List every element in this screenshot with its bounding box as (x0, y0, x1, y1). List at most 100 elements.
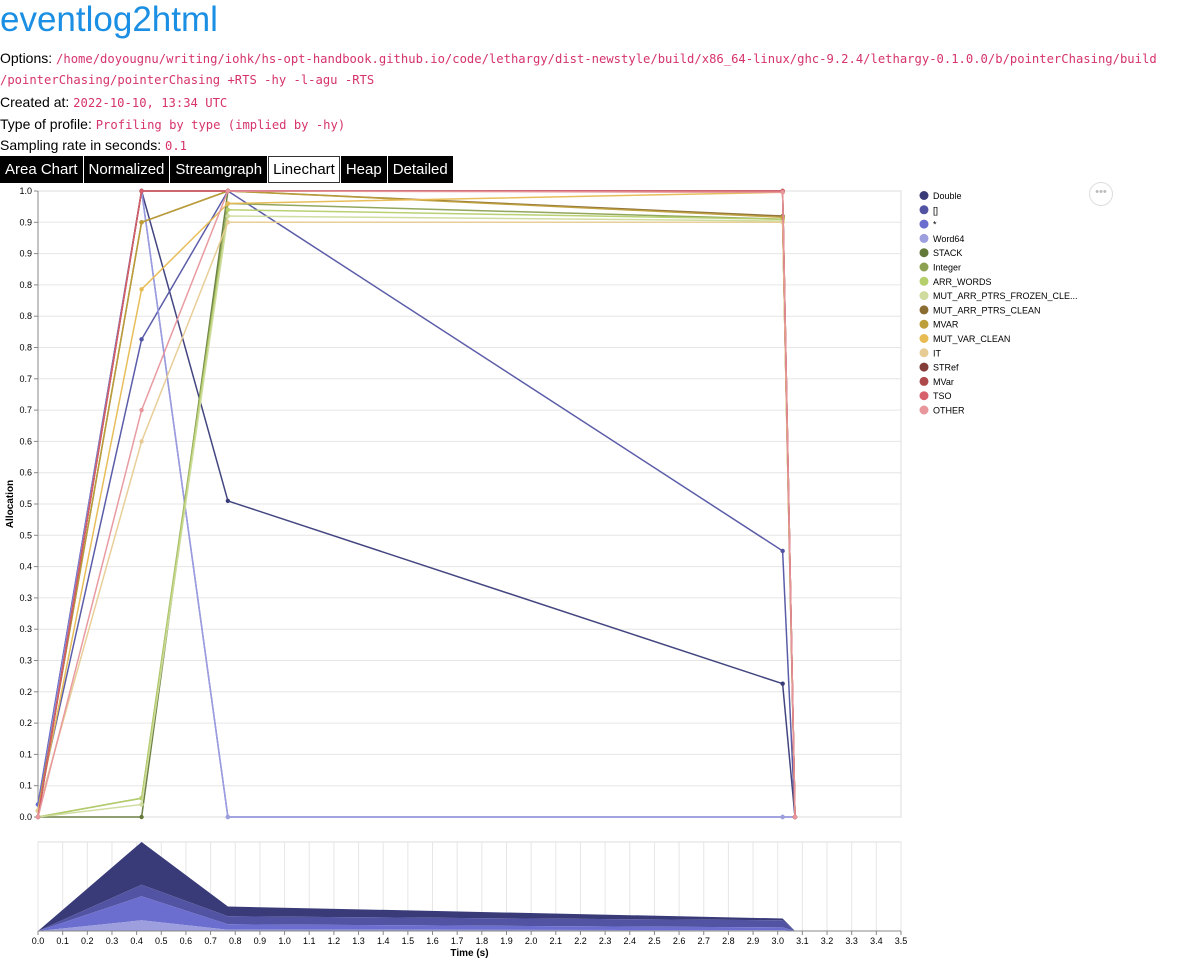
legend-swatch (919, 262, 929, 272)
tab-streamgraph[interactable]: Streamgraph (170, 156, 268, 183)
x-tick-label: 2.8 (722, 936, 735, 946)
x-tick-label: 3.2 (821, 936, 834, 946)
y-tick-label: 0.7 (19, 405, 32, 415)
data-point (225, 213, 231, 219)
x-tick-label: 2.9 (747, 936, 760, 946)
legend-label: MUT_ARR_PTRS_CLEAN (933, 305, 1041, 315)
legend-swatch (919, 319, 929, 329)
x-tick-label: 2.7 (697, 936, 710, 946)
area-layer (38, 920, 795, 931)
x-tick-label: 3.4 (870, 936, 883, 946)
tab-linechart[interactable]: Linechart (268, 156, 340, 183)
sampling-rate-label: Sampling rate in seconds: (0, 137, 162, 153)
legend-swatch (919, 334, 929, 343)
data-point (225, 201, 231, 206)
legend-label: MVAR (933, 320, 959, 330)
y-axis-title: Allocation (5, 480, 16, 528)
x-tick-label: 2.4 (624, 936, 637, 946)
data-point (139, 188, 144, 194)
y-tick-label: 0.2 (19, 687, 32, 697)
data-point (225, 220, 231, 225)
y-tick-label: 0.8 (19, 280, 32, 290)
sampling-rate-row: Sampling rate in seconds: 0.1 (0, 136, 187, 155)
chart-actions-button[interactable]: ••• (1089, 182, 1113, 206)
legend-swatch (919, 405, 929, 415)
options-value: /home/doyougnu/writing/iohk/hs-opt-handb… (56, 52, 1157, 66)
y-tick-label: 0.8 (19, 311, 32, 321)
created-label: Created at: (0, 94, 70, 110)
x-tick-label: 0.3 (106, 936, 119, 946)
legend-label: MUT_VAR_CLEAN (933, 334, 1010, 344)
legend-label: TSO (933, 391, 952, 401)
legend-swatch (919, 391, 929, 401)
legend-swatch (919, 276, 929, 286)
legend-label: IT (933, 348, 942, 358)
legend-swatch (919, 219, 929, 229)
x-tick-label: 3.0 (771, 936, 784, 946)
data-point (139, 220, 144, 225)
time-overview-chart[interactable]: 0.0 0.1 0.2 0.3 0.4 0.5 0.6 0.7 0.8 0.9 1.0 1.1 1.2 1… (32, 841, 908, 959)
data-point (139, 337, 144, 342)
y-tick-label: 0.7 (19, 374, 32, 384)
legend-swatch (919, 376, 929, 386)
legend-swatch (919, 191, 929, 200)
data-point (139, 439, 144, 444)
sampling-rate-value: 0.1 (164, 139, 187, 153)
x-tick-label: 2.6 (673, 936, 686, 946)
data-point (139, 287, 144, 292)
legend-label: MVar (933, 377, 954, 387)
data-point (780, 681, 785, 686)
y-tick-label: 0.9 (19, 249, 32, 259)
profile-type-row: Type of profile: Profiling by type (impl… (0, 115, 345, 134)
y-tick-label: 0.3 (19, 656, 32, 666)
y-tick-label: 0.3 (19, 593, 32, 603)
tab-area-chart[interactable]: Area Chart (0, 156, 83, 183)
y-tick-label: 0.1 (19, 781, 32, 791)
x-tick-label: 1.2 (328, 936, 341, 946)
x-tick-label: 0.5 (155, 936, 168, 946)
tab-normalized[interactable]: Normalized (83, 156, 170, 183)
legend-swatch (919, 233, 929, 243)
legend-label: Double (933, 191, 962, 201)
chart-tabs: Area Chart Normalized Streamgraph Linech… (0, 156, 454, 183)
created-value: 2022-10-10, 13:34 UTC (73, 96, 228, 110)
x-tick-label: 2.3 (599, 936, 612, 946)
y-tick-label: 0.9 (19, 217, 32, 227)
x-tick-label: 3.5 (895, 936, 908, 946)
legend-swatch (919, 248, 929, 258)
allocation-line-chart: 0.0 0.1 0.1 0.2 0.2 0.3 0.3 0.3 0.4 0.5 0.5 0.6 0.6 0… (5, 186, 902, 822)
area-layer (38, 842, 795, 931)
legend-swatch (919, 305, 929, 315)
data-point (792, 814, 798, 820)
x-tick-label: 1.3 (352, 936, 365, 946)
legend-label: STRef (933, 363, 959, 373)
x-tick-label: 0.1 (56, 936, 69, 946)
x-tick-label: 3.3 (845, 936, 858, 946)
x-tick-label: 2.2 (574, 936, 587, 946)
y-tick-label: 1.0 (19, 186, 32, 196)
x-tick-label: 0.4 (130, 936, 143, 946)
data-point (225, 814, 231, 820)
data-point (780, 548, 785, 554)
x-tick-label: 1.8 (476, 936, 489, 946)
x-tick-label: 1.5 (402, 936, 415, 946)
y-tick-label: 0.6 (19, 468, 32, 478)
data-point (35, 814, 41, 820)
tab-detailed[interactable]: Detailed (387, 156, 453, 183)
x-tick-label: 0.2 (81, 936, 94, 946)
data-point (780, 190, 785, 195)
legend-label: * (933, 220, 937, 230)
x-tick-label: 2.0 (525, 936, 538, 946)
x-axis-title: Time (s) (450, 948, 488, 959)
legend-swatch (919, 362, 929, 372)
x-tick-label: 1.6 (426, 936, 439, 946)
options-row: Options: /home/doyougnu/writing/iohk/hs-… (0, 49, 1157, 68)
x-tick-label: 0.0 (32, 936, 45, 946)
tab-heap[interactable]: Heap (340, 156, 387, 183)
x-tick-label: 1.1 (303, 936, 316, 946)
area-layer (38, 884, 795, 931)
linechart-view: 0.00.10.10.20.20.30.30.30.40.50.50.60.60… (5, 186, 1078, 959)
data-point (225, 207, 231, 212)
series-line (37, 202, 796, 818)
data-point (139, 407, 144, 413)
